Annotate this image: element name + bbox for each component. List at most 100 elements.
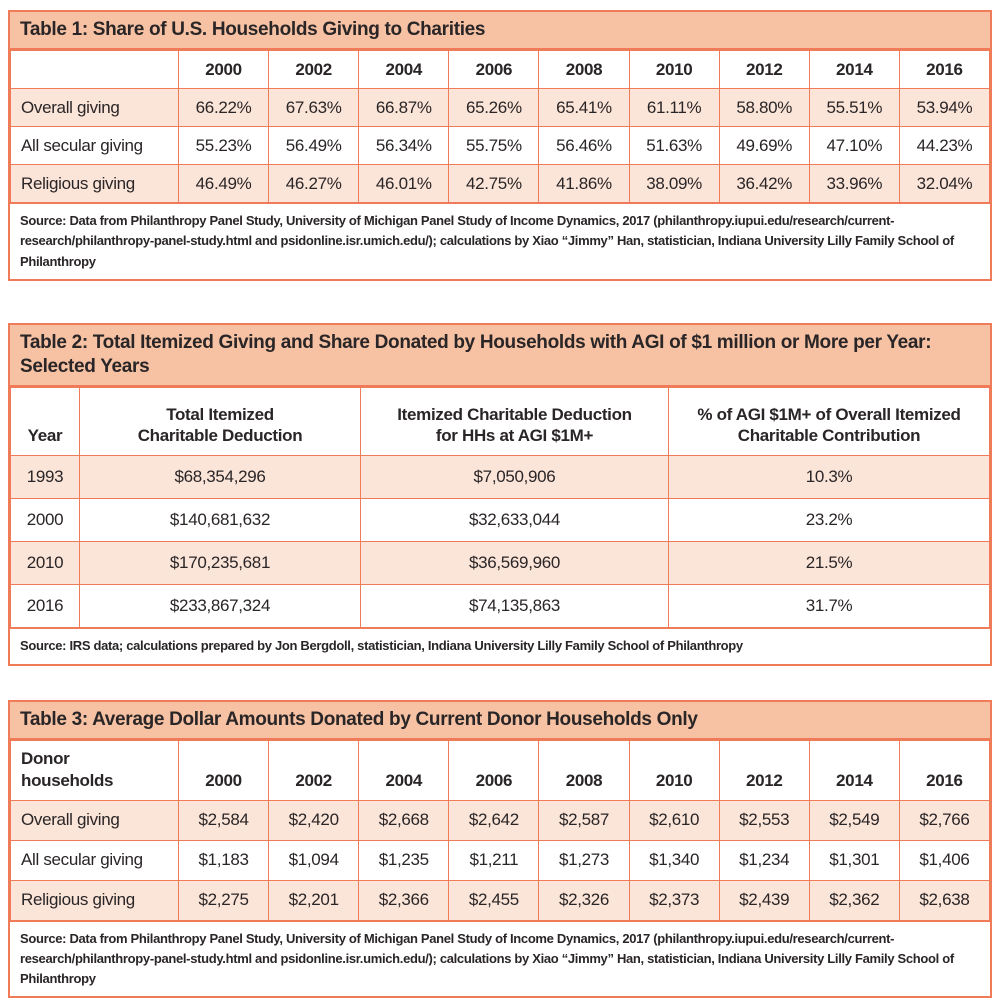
table-2-title-line-2: Selected Years: [20, 355, 980, 379]
data-cell: $2,549: [809, 800, 899, 840]
data-cell: 44.23%: [899, 127, 989, 165]
column-header-donor-households: Donor households: [11, 740, 179, 800]
data-cell: $2,668: [359, 800, 449, 840]
table-row-all-secular-giving: All secular giving 55.23% 56.49% 56.34% …: [11, 127, 990, 165]
column-header-pct-of-overall: % of AGI $1M+ of Overall Itemized Charit…: [669, 388, 990, 456]
table-1-empty-corner-cell: [11, 51, 179, 89]
data-cell: $2,642: [449, 800, 539, 840]
data-cell: $32,633,044: [361, 499, 669, 542]
data-cell: 21.5%: [669, 542, 990, 585]
row-label: Overall giving: [11, 89, 179, 127]
year-header-cell: 2002: [269, 740, 359, 800]
year-header-cell: 2004: [359, 740, 449, 800]
data-cell: $2,201: [269, 880, 359, 920]
year-header-cell: 2002: [269, 51, 359, 89]
year-header-cell: 2000: [179, 740, 269, 800]
data-cell: 51.63%: [629, 127, 719, 165]
table-1-title: Table 1: Share of U.S. Households Giving…: [10, 12, 990, 50]
data-cell: 38.09%: [629, 165, 719, 203]
data-cell: $7,050,906: [361, 456, 669, 499]
table-3-header-row: Donor households 2000 2002 2004 2006 200…: [11, 740, 990, 800]
data-cell: $2,420: [269, 800, 359, 840]
table-1-year-header-row: 2000 2002 2004 2006 2008 2010 2012 2014 …: [11, 51, 990, 89]
table-row-overall-giving: Overall giving 66.22% 67.63% 66.87% 65.2…: [11, 89, 990, 127]
data-cell: $2,373: [629, 880, 719, 920]
table-3-title: Table 3: Average Dollar Amounts Donated …: [10, 702, 990, 740]
data-cell: 47.10%: [809, 127, 899, 165]
data-cell: 46.01%: [359, 165, 449, 203]
data-cell: 55.23%: [179, 127, 269, 165]
data-cell: $1,234: [719, 840, 809, 880]
data-cell: 46.49%: [179, 165, 269, 203]
row-label: Religious giving: [11, 165, 179, 203]
data-cell: $74,135,863: [361, 585, 669, 628]
table-row-all-secular-giving: All secular giving $1,183 $1,094 $1,235 …: [11, 840, 990, 880]
data-cell: 46.27%: [269, 165, 359, 203]
year-cell: 2010: [11, 542, 80, 585]
table-row-overall-giving: Overall giving $2,584 $2,420 $2,668 $2,6…: [11, 800, 990, 840]
data-cell: 33.96%: [809, 165, 899, 203]
year-cell: 1993: [11, 456, 80, 499]
data-cell: $2,610: [629, 800, 719, 840]
data-cell: $68,354,296: [80, 456, 361, 499]
gap-between-table-2-and-3: [0, 666, 1000, 700]
year-header-cell: 2004: [359, 51, 449, 89]
table-3-grid: Donor households 2000 2002 2004 2006 200…: [10, 740, 990, 921]
data-cell: $140,681,632: [80, 499, 361, 542]
data-cell: 66.87%: [359, 89, 449, 127]
data-cell: $1,235: [359, 840, 449, 880]
table-2-itemized-giving: Table 2: Total Itemized Giving and Share…: [8, 323, 992, 666]
data-cell: 58.80%: [719, 89, 809, 127]
data-cell: 36.42%: [719, 165, 809, 203]
table-2-title-line-1: Table 2: Total Itemized Giving and Share…: [20, 331, 980, 355]
data-cell: $170,235,681: [80, 542, 361, 585]
data-cell: $36,569,960: [361, 542, 669, 585]
data-cell: 61.11%: [629, 89, 719, 127]
data-cell: $1,340: [629, 840, 719, 880]
data-cell: 31.7%: [669, 585, 990, 628]
data-cell: 32.04%: [899, 165, 989, 203]
table-row-religious-giving: Religious giving 46.49% 46.27% 46.01% 42…: [11, 165, 990, 203]
table-3-source-note: Source: Data from Philanthropy Panel Stu…: [10, 921, 990, 996]
data-cell: $2,326: [539, 880, 629, 920]
table-1-grid: 2000 2002 2004 2006 2008 2010 2012 2014 …: [10, 50, 990, 203]
year-header-cell: 2006: [449, 740, 539, 800]
row-label: All secular giving: [11, 840, 179, 880]
table-2-header-row: Year Total Itemized Charitable Deduction…: [11, 388, 990, 456]
data-cell: $1,183: [179, 840, 269, 880]
table-row-2010: 2010 $170,235,681 $36,569,960 21.5%: [11, 542, 990, 585]
data-cell: 67.63%: [269, 89, 359, 127]
data-cell: 42.75%: [449, 165, 539, 203]
table-row-2000: 2000 $140,681,632 $32,633,044 23.2%: [11, 499, 990, 542]
data-cell: $1,211: [449, 840, 539, 880]
data-cell: $1,301: [809, 840, 899, 880]
year-header-cell: 2000: [179, 51, 269, 89]
row-label: Religious giving: [11, 880, 179, 920]
data-cell: $2,455: [449, 880, 539, 920]
data-cell: $1,273: [539, 840, 629, 880]
table-1-source-note: Source: Data from Philanthropy Panel Stu…: [10, 203, 990, 278]
data-cell: 10.3%: [669, 456, 990, 499]
data-cell: 23.2%: [669, 499, 990, 542]
data-cell: $2,275: [179, 880, 269, 920]
data-cell: $2,584: [179, 800, 269, 840]
data-cell: 65.26%: [449, 89, 539, 127]
data-cell: $2,439: [719, 880, 809, 920]
data-cell: $2,362: [809, 880, 899, 920]
year-header-cell: 2008: [539, 740, 629, 800]
table-1-households-giving: Table 1: Share of U.S. Households Giving…: [8, 10, 992, 281]
data-cell: $2,366: [359, 880, 449, 920]
data-cell: 56.46%: [539, 127, 629, 165]
data-cell: $1,406: [899, 840, 989, 880]
data-cell: $1,094: [269, 840, 359, 880]
data-cell: 55.75%: [449, 127, 539, 165]
data-cell: 53.94%: [899, 89, 989, 127]
column-header-total-itemized: Total Itemized Charitable Deduction: [80, 388, 361, 456]
row-label: All secular giving: [11, 127, 179, 165]
data-cell: 65.41%: [539, 89, 629, 127]
year-header-cell: 2010: [629, 51, 719, 89]
data-cell: 41.86%: [539, 165, 629, 203]
data-cell: $2,587: [539, 800, 629, 840]
table-2-grid: Year Total Itemized Charitable Deduction…: [10, 387, 990, 628]
year-header-cell: 2008: [539, 51, 629, 89]
